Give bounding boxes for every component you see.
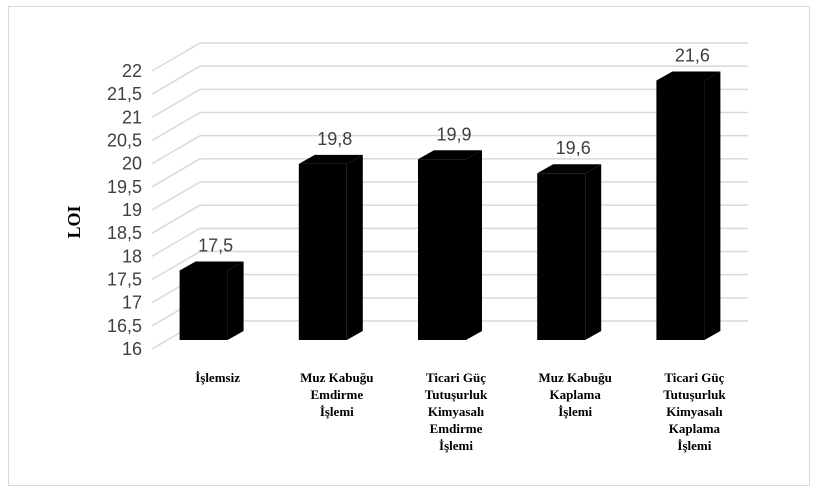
gridline-diagonal (151, 250, 201, 281)
x-tick-label: İşlemi (320, 404, 354, 419)
y-tick-label: 17 (122, 293, 142, 313)
data-label: 21,6 (675, 46, 710, 66)
y-tick-label: 21,5 (107, 84, 142, 104)
y-axis-title: LOI (64, 205, 84, 238)
y-tick-label: 22 (122, 61, 142, 81)
gridline-diagonal (151, 227, 201, 257)
y-tick-label: 21 (122, 107, 142, 127)
bar-top (656, 71, 721, 81)
bar (418, 159, 466, 340)
y-tick-label: 18,5 (107, 223, 142, 243)
x-tick-label: Ticari Güç (426, 370, 486, 385)
y-tick-label: 20 (122, 154, 142, 174)
y-tick-label: 19,5 (107, 177, 142, 197)
bar-side (346, 154, 363, 340)
gridline-diagonal (151, 135, 201, 165)
y-tick-label: 17,5 (107, 270, 142, 290)
x-tick-label: Tutuşurluk (425, 387, 488, 402)
x-tick-label: Muz Kabuğu (539, 370, 612, 385)
bar (179, 270, 228, 340)
x-tick-label: Emdirme (310, 387, 363, 402)
x-tick-label: Kaplama (669, 421, 721, 436)
y-tick-label: 16,5 (107, 316, 142, 336)
gridline-diagonal (151, 88, 201, 118)
x-tick-label: Emdirme (430, 421, 483, 436)
x-tick-label: İşlemsiz (195, 370, 240, 385)
gridline-diagonal (151, 204, 201, 234)
gridline-diagonal (151, 158, 201, 188)
bar-top (179, 261, 244, 271)
x-tick-label: Kimyasalı (428, 404, 485, 419)
gridline-diagonal (151, 181, 201, 211)
bar-top (298, 154, 363, 164)
x-tick-label: Kimyasalı (666, 404, 723, 419)
bar (298, 163, 347, 340)
bar-side (585, 164, 602, 340)
gridline-diagonal (151, 65, 201, 95)
x-tick-label: İşlemi (677, 438, 711, 453)
gridline-diagonal (151, 42, 201, 72)
x-tick-label: Tutuşurluk (663, 387, 726, 402)
bar-side (227, 261, 244, 340)
bar-side (704, 71, 721, 341)
gridline-diagonal (151, 111, 201, 142)
y-tick-label: 18 (122, 246, 142, 266)
bar (656, 80, 705, 341)
x-tick-label: Ticari Güç (664, 370, 724, 385)
y-tick-label: 19 (122, 200, 142, 220)
bar (537, 173, 586, 340)
bar-top (418, 150, 482, 160)
y-tick-label: 16 (122, 339, 142, 359)
bar-top (537, 164, 602, 174)
data-label: 19,6 (556, 138, 591, 158)
x-tick-label: Muz Kabuğu (300, 370, 373, 385)
x-tick-label: Kaplama (550, 387, 602, 402)
data-label: 19,8 (317, 129, 352, 149)
y-tick-label: 20,5 (107, 131, 142, 151)
x-tick-label: İşlemi (558, 404, 592, 419)
data-label: 17,5 (198, 236, 233, 256)
x-tick-label: İşlemi (439, 438, 473, 453)
data-label: 19,9 (436, 124, 471, 144)
bar-side (466, 150, 482, 340)
